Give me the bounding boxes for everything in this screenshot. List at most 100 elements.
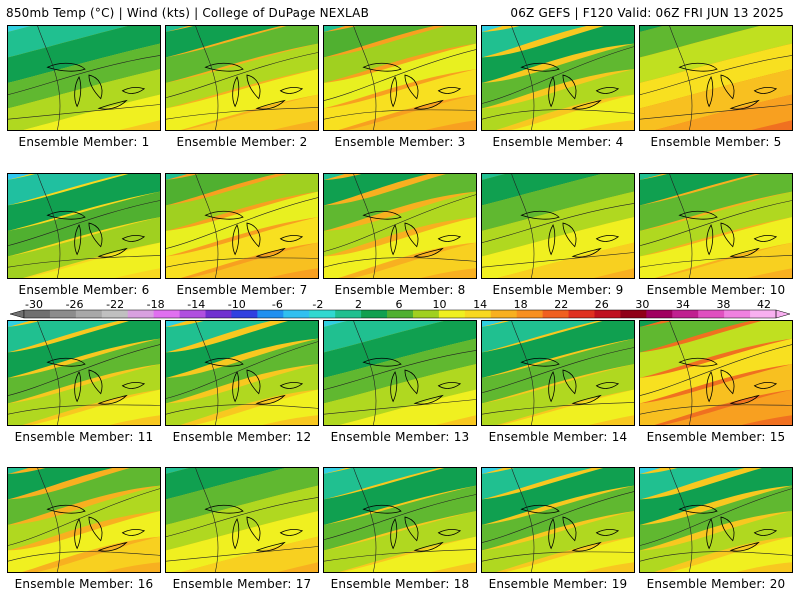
colorbar-segment xyxy=(620,310,647,318)
colorbar-segment xyxy=(646,310,673,318)
colorbar-segment xyxy=(335,310,362,318)
colorbar-tick-label: 38 xyxy=(716,298,731,311)
member-label: Ensemble Member: 3 xyxy=(334,135,466,149)
lake-outline xyxy=(404,516,419,542)
temp-band xyxy=(640,321,750,353)
temp-band xyxy=(324,338,476,404)
contour-line xyxy=(37,468,61,572)
colorbar-tick-label: 2 xyxy=(354,298,362,311)
lake-outline xyxy=(88,369,103,395)
contour-line xyxy=(37,321,61,425)
contour-line xyxy=(669,174,693,278)
contour-line xyxy=(640,55,792,95)
member-label: Ensemble Member: 12 xyxy=(172,430,312,444)
lake-outline xyxy=(413,247,444,258)
member-label: Ensemble Member: 20 xyxy=(646,577,786,591)
temp-band xyxy=(8,321,160,327)
lake-outline xyxy=(362,504,402,514)
temp-band xyxy=(663,389,792,425)
lake-outline xyxy=(279,235,304,242)
lake-outline xyxy=(520,504,560,514)
temp-band xyxy=(640,468,745,500)
temp-band xyxy=(166,174,318,231)
colorbar-segment xyxy=(24,310,51,318)
colorbar-segment xyxy=(594,310,621,318)
member-label: Ensemble Member: 2 xyxy=(176,135,308,149)
colorbar-segment xyxy=(49,310,77,318)
temp-band xyxy=(324,485,476,551)
lake-outline xyxy=(437,87,462,94)
lake-outline xyxy=(548,224,556,256)
temp-band xyxy=(324,468,440,500)
colorbar-segment xyxy=(205,310,232,318)
contour-line xyxy=(669,26,693,130)
colorbar-segment xyxy=(283,310,310,318)
temp-band xyxy=(324,321,444,353)
lake-outline xyxy=(571,99,602,110)
contour-line xyxy=(482,252,634,268)
temp-band xyxy=(324,364,476,425)
member-map-panel xyxy=(165,467,319,573)
valid-time-label: 06Z GEFS | F120 Valid: 06Z FRI JUN 13 20… xyxy=(510,6,784,20)
colorbar-segment xyxy=(724,310,751,318)
lake-outline xyxy=(753,235,778,242)
member-map-panel xyxy=(639,173,793,279)
member-map-panel xyxy=(165,173,319,279)
lake-outline xyxy=(88,74,103,100)
lake-outline xyxy=(520,210,560,220)
lake-outline xyxy=(390,76,398,108)
contour-line xyxy=(324,549,476,562)
lake-outline xyxy=(753,529,778,536)
contour-line xyxy=(353,321,377,425)
colorbar-segment xyxy=(698,310,725,318)
colorbar-tick-label: 10 xyxy=(432,298,447,311)
colorbar-tick-label: 22 xyxy=(554,298,569,311)
contour-line xyxy=(482,46,634,104)
lake-outline xyxy=(246,222,261,248)
temp-band xyxy=(324,174,429,206)
temp-band xyxy=(640,174,792,231)
lake-outline xyxy=(678,62,718,72)
contour-line xyxy=(8,200,160,246)
colorbar-tick-label: -26 xyxy=(65,298,84,311)
temp-band xyxy=(640,174,792,180)
member-label: Ensemble Member: 6 xyxy=(18,283,150,297)
temp-band xyxy=(324,174,476,231)
map-title: 850mb Temp (°C) | Wind (kts) | College o… xyxy=(6,6,370,20)
temp-band xyxy=(324,69,476,130)
member-label: Ensemble Member: 5 xyxy=(650,135,782,149)
lake-outline xyxy=(706,518,714,550)
lake-outline xyxy=(255,394,286,405)
colorbar-tick-label: 30 xyxy=(635,298,650,311)
contour-line xyxy=(324,399,476,415)
member-map-panel xyxy=(7,173,161,279)
temp-band xyxy=(339,389,476,425)
member-label: Ensemble Member: 19 xyxy=(488,577,628,591)
contour-line xyxy=(166,341,318,399)
contour-line xyxy=(353,26,377,130)
colorbar-outline xyxy=(23,309,777,319)
lake-outline xyxy=(437,529,462,536)
temp-band xyxy=(37,536,160,572)
temp-band xyxy=(8,174,124,206)
temp-band xyxy=(640,174,756,206)
temp-band xyxy=(8,26,160,83)
lake-outline xyxy=(520,62,560,72)
temp-band xyxy=(640,338,792,404)
temp-band xyxy=(347,94,476,130)
temp-band xyxy=(482,174,634,180)
lake-outline xyxy=(413,99,444,110)
temp-band xyxy=(166,511,318,572)
member-label: Ensemble Member: 4 xyxy=(492,135,624,149)
colorbar-tick-label: -2 xyxy=(312,298,324,311)
lake-outline xyxy=(404,369,419,395)
contour-line xyxy=(511,468,535,572)
lake-outline xyxy=(204,504,244,514)
temp-band xyxy=(166,321,271,353)
lake-outline xyxy=(729,247,760,258)
lake-outline xyxy=(520,357,560,367)
temp-band xyxy=(8,174,160,180)
contour-line xyxy=(195,468,219,572)
temp-band xyxy=(324,26,476,83)
colorbar-tick-label: 14 xyxy=(473,298,488,311)
